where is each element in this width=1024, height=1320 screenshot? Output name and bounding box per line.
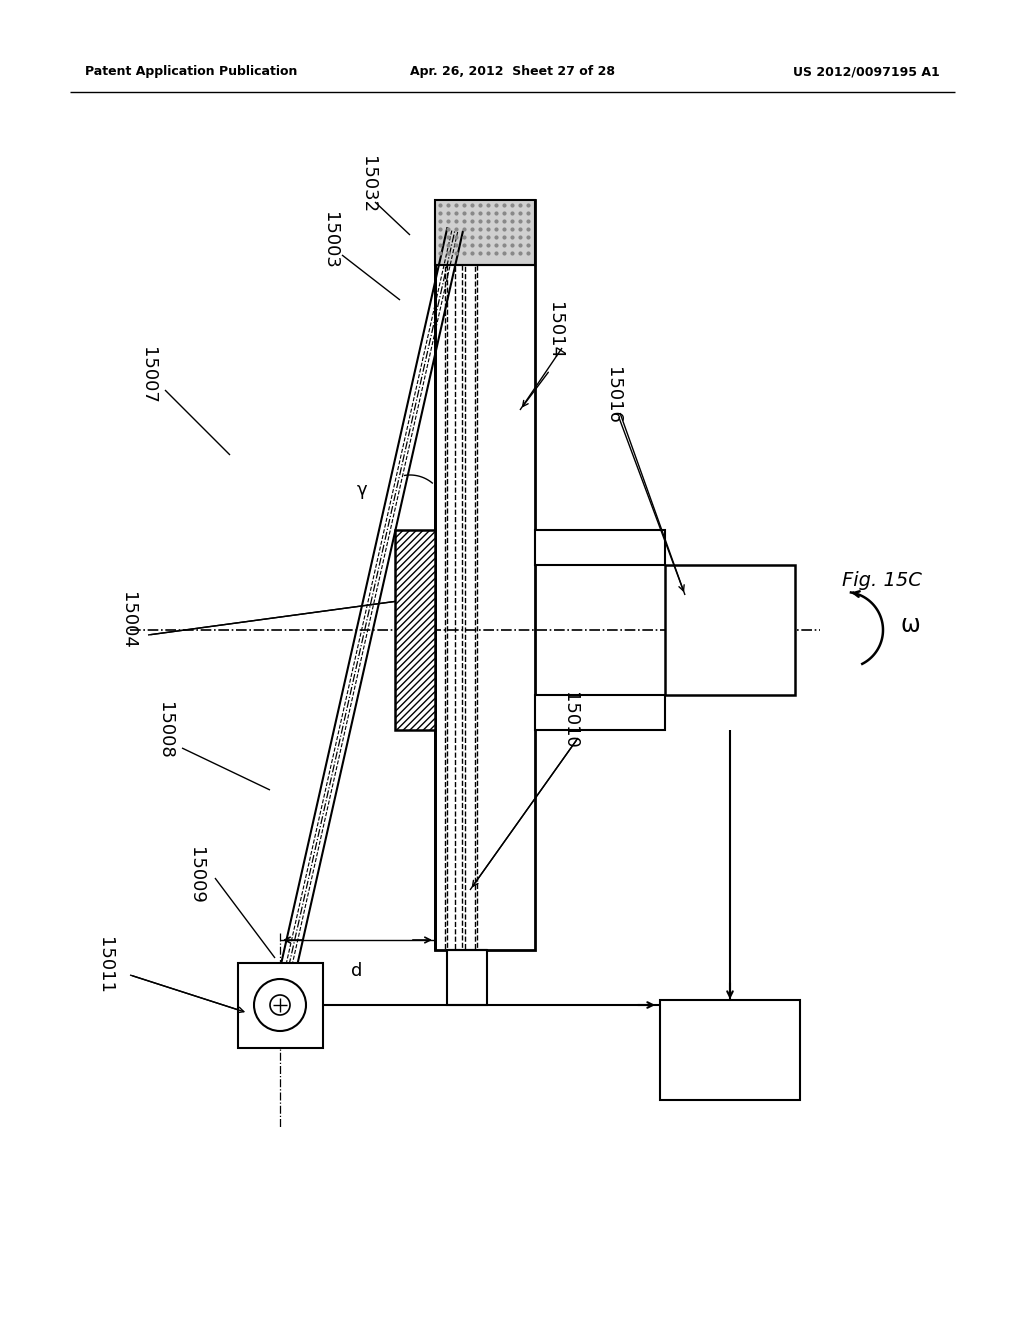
Text: 15007: 15007 (139, 347, 157, 404)
Bar (435, 201, 535, 950)
Text: 15011: 15011 (96, 937, 114, 994)
Bar (435, 201, 535, 265)
Text: 15010: 15010 (561, 692, 579, 748)
Text: Fig. 15C: Fig. 15C (842, 570, 922, 590)
Text: 15003: 15003 (321, 211, 339, 268)
Text: 15004: 15004 (119, 591, 137, 648)
Text: γ: γ (356, 480, 368, 499)
Text: 15032: 15032 (359, 157, 377, 214)
Text: 15014: 15014 (546, 301, 564, 359)
Bar (238, 964, 323, 1048)
Bar (535, 696, 665, 730)
Text: US 2012/0097195 A1: US 2012/0097195 A1 (794, 66, 940, 78)
Text: ω: ω (901, 612, 921, 638)
Text: 15009: 15009 (187, 846, 205, 903)
Text: 15008: 15008 (156, 702, 174, 759)
Text: 15016: 15016 (604, 367, 622, 424)
Bar (447, 950, 487, 1005)
Bar (660, 1001, 800, 1100)
Text: Patent Application Publication: Patent Application Publication (85, 66, 297, 78)
Bar (395, 531, 435, 730)
Bar (535, 531, 665, 565)
Text: Apr. 26, 2012  Sheet 27 of 28: Apr. 26, 2012 Sheet 27 of 28 (410, 66, 614, 78)
Text: d: d (351, 962, 362, 979)
Bar (665, 565, 795, 696)
